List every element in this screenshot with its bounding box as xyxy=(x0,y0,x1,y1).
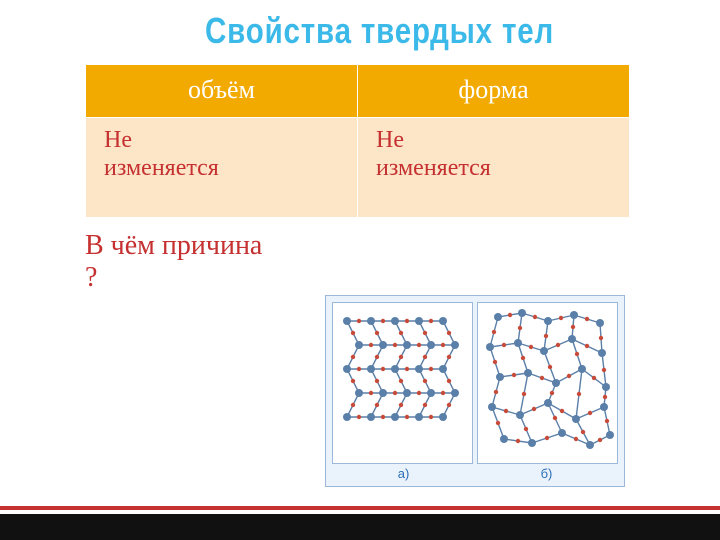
panel-crystalline xyxy=(332,302,473,464)
panel-amorphous xyxy=(477,302,618,464)
question-text: В чём причина ? xyxy=(85,230,345,294)
bottom-bar xyxy=(0,514,720,540)
cell-volume: Не изменяется xyxy=(86,118,358,218)
slide: Свойства твердых тел объём форма Не изме… xyxy=(0,0,720,510)
col-header-volume: объём xyxy=(86,65,358,118)
lattice-amorphous-svg xyxy=(478,303,618,463)
table-row: Не изменяется Не изменяется xyxy=(86,118,630,218)
col-header-shape: форма xyxy=(358,65,630,118)
slide-title: Свойства твердых тел xyxy=(205,10,554,52)
caption-b: б) xyxy=(475,466,618,481)
lattice-diagram: а) б) xyxy=(325,295,625,487)
properties-table: объём форма Не изменяется Не изменяется xyxy=(85,64,630,218)
caption-a: а) xyxy=(332,466,475,481)
lattice-crystalline-svg xyxy=(333,303,473,463)
cell-shape: Не изменяется xyxy=(358,118,630,218)
